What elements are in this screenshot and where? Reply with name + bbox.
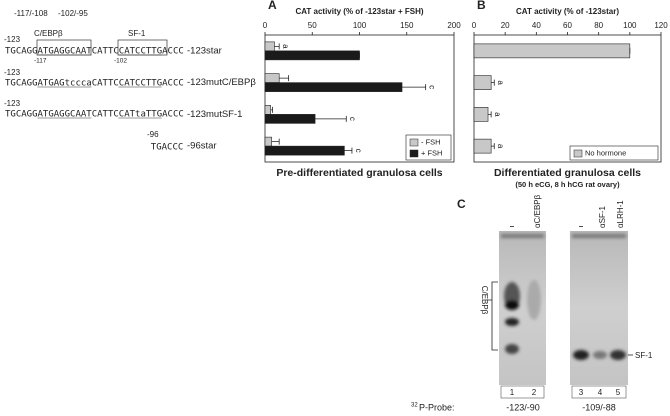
band-bracket: [487, 281, 498, 351]
lane-label: 1: [510, 388, 515, 397]
significance-label: c: [348, 117, 357, 121]
sequence: TGCAGGATGAGGCAATCATTCCATCCTTGACCC: [5, 47, 184, 57]
legend-label: No hormone: [585, 148, 626, 157]
error-bar: [491, 79, 495, 86]
x-tick-label: 100: [623, 21, 637, 30]
site-label: -102/-95: [58, 9, 88, 18]
axis-title: CAT activity (% of -123star + FSH): [295, 7, 423, 16]
bar: [264, 82, 403, 92]
significance-label: a: [496, 80, 505, 85]
x-tick-label: 0: [472, 21, 477, 30]
legend-swatch: [409, 149, 419, 158]
error-bar: [488, 111, 492, 118]
probe-superscript: 32: [411, 403, 418, 409]
box-label: C/EBPβ: [34, 29, 63, 38]
start-label: -123: [4, 35, 21, 44]
legend-label: - FSH: [421, 137, 441, 146]
bar: [264, 136, 272, 147]
probe: -109/-88: [582, 402, 616, 412]
bar: [473, 43, 631, 59]
error-bar: [491, 143, 495, 150]
legend-swatch: [409, 138, 419, 147]
lane-label: 5: [616, 388, 621, 397]
error-bar: [402, 84, 427, 91]
probe: -123/-90: [506, 402, 540, 412]
gel-panel: C C/EBPβ SF-1 – – αC/EBPβ αSF-1 αLRH-1 1…: [411, 194, 653, 412]
x-tick-label: 0: [263, 21, 268, 30]
error-bar: [315, 115, 347, 122]
caption: Differentiated granulosa cells: [494, 167, 641, 179]
subcaption: (50 h eCG, 8 h hCG rat ovary): [515, 180, 620, 189]
x-tick-label: 40: [532, 21, 541, 30]
site-label: -117/-108: [14, 9, 48, 18]
x-tick-label: 80: [594, 21, 603, 30]
axis-title: CAT activity (% of -123star): [516, 7, 619, 16]
bar: [264, 145, 345, 156]
lane-label: 4: [598, 388, 603, 397]
row-label: -96star: [187, 141, 217, 152]
legend-label: + FSH: [421, 148, 442, 157]
x-tick-label: 20: [501, 21, 510, 30]
error-bar: [279, 75, 290, 82]
error-bar: [274, 43, 280, 50]
significance-label: a: [281, 44, 290, 49]
panel-label: B: [477, 0, 486, 12]
antibody-label: αLRH-1: [616, 200, 625, 228]
probe-label: P-Probe:: [419, 402, 455, 412]
x-tick-label: 50: [308, 21, 317, 30]
band-label: C/EBPβ: [480, 286, 489, 315]
bar: [473, 75, 492, 90]
x-tick-label: 150: [400, 21, 414, 30]
x-tick-label: 200: [447, 21, 461, 30]
box-position: -117: [34, 58, 47, 65]
significance-label: a: [496, 144, 505, 149]
panel-label: A: [268, 0, 277, 12]
band-label: SF-1: [635, 351, 653, 360]
lane-box: [500, 385, 545, 399]
x-tick-label: 60: [563, 21, 572, 30]
bar: [264, 114, 316, 124]
sequence: TGCAGGATGAGtcccaCATTCCATCCTTGACCC: [5, 79, 184, 89]
bar: [473, 138, 492, 154]
legend: [569, 145, 659, 161]
lane-label: 2: [532, 388, 537, 397]
gel: [570, 231, 628, 385]
control-label: –: [510, 222, 515, 231]
error-bar: [344, 147, 353, 154]
row-label: -123mutC/EBPβ: [187, 77, 256, 88]
error-bar: [270, 106, 273, 113]
bar: [264, 41, 275, 52]
sequence: TGACCC: [151, 143, 184, 153]
bar: [473, 107, 489, 122]
antibody-label: αSF-1: [598, 205, 607, 228]
start-label: -123: [4, 68, 21, 77]
error-bar: [271, 138, 280, 145]
sequence: TGCAGGATGAGGCAATCATTCCATtaTTGACCC: [5, 110, 184, 120]
control-label: –: [579, 222, 584, 231]
antibody-label: αC/EBPβ: [533, 194, 542, 228]
caption: Pre-differentiated granulosa cells: [276, 167, 442, 179]
lane-label: 3: [579, 388, 584, 397]
lane-box: [571, 385, 627, 399]
significance-label: c: [354, 149, 363, 153]
row-label: -123star: [187, 45, 222, 56]
legend-swatch: [573, 149, 583, 158]
bar: [264, 50, 360, 61]
bar: [264, 105, 271, 115]
start-label: -96: [147, 130, 159, 139]
start-label: -123: [4, 99, 21, 108]
underlines: [37, 54, 162, 119]
bar: [264, 73, 280, 83]
row-label: -123mutSF-1: [187, 109, 242, 120]
significance-label: c: [428, 85, 437, 89]
panel-label: C: [457, 197, 466, 211]
construct-diagram: -117/-108 -102/-95 C/EBPβ SF-1 -117 -102…: [4, 9, 184, 152]
x-tick-label: 100: [353, 21, 367, 30]
box-position: -102: [114, 58, 127, 65]
x-tick-label: 120: [654, 21, 668, 30]
significance-label: a: [493, 112, 502, 117]
box-label: SF-1: [128, 29, 146, 38]
gel-bands: [501, 234, 626, 360]
